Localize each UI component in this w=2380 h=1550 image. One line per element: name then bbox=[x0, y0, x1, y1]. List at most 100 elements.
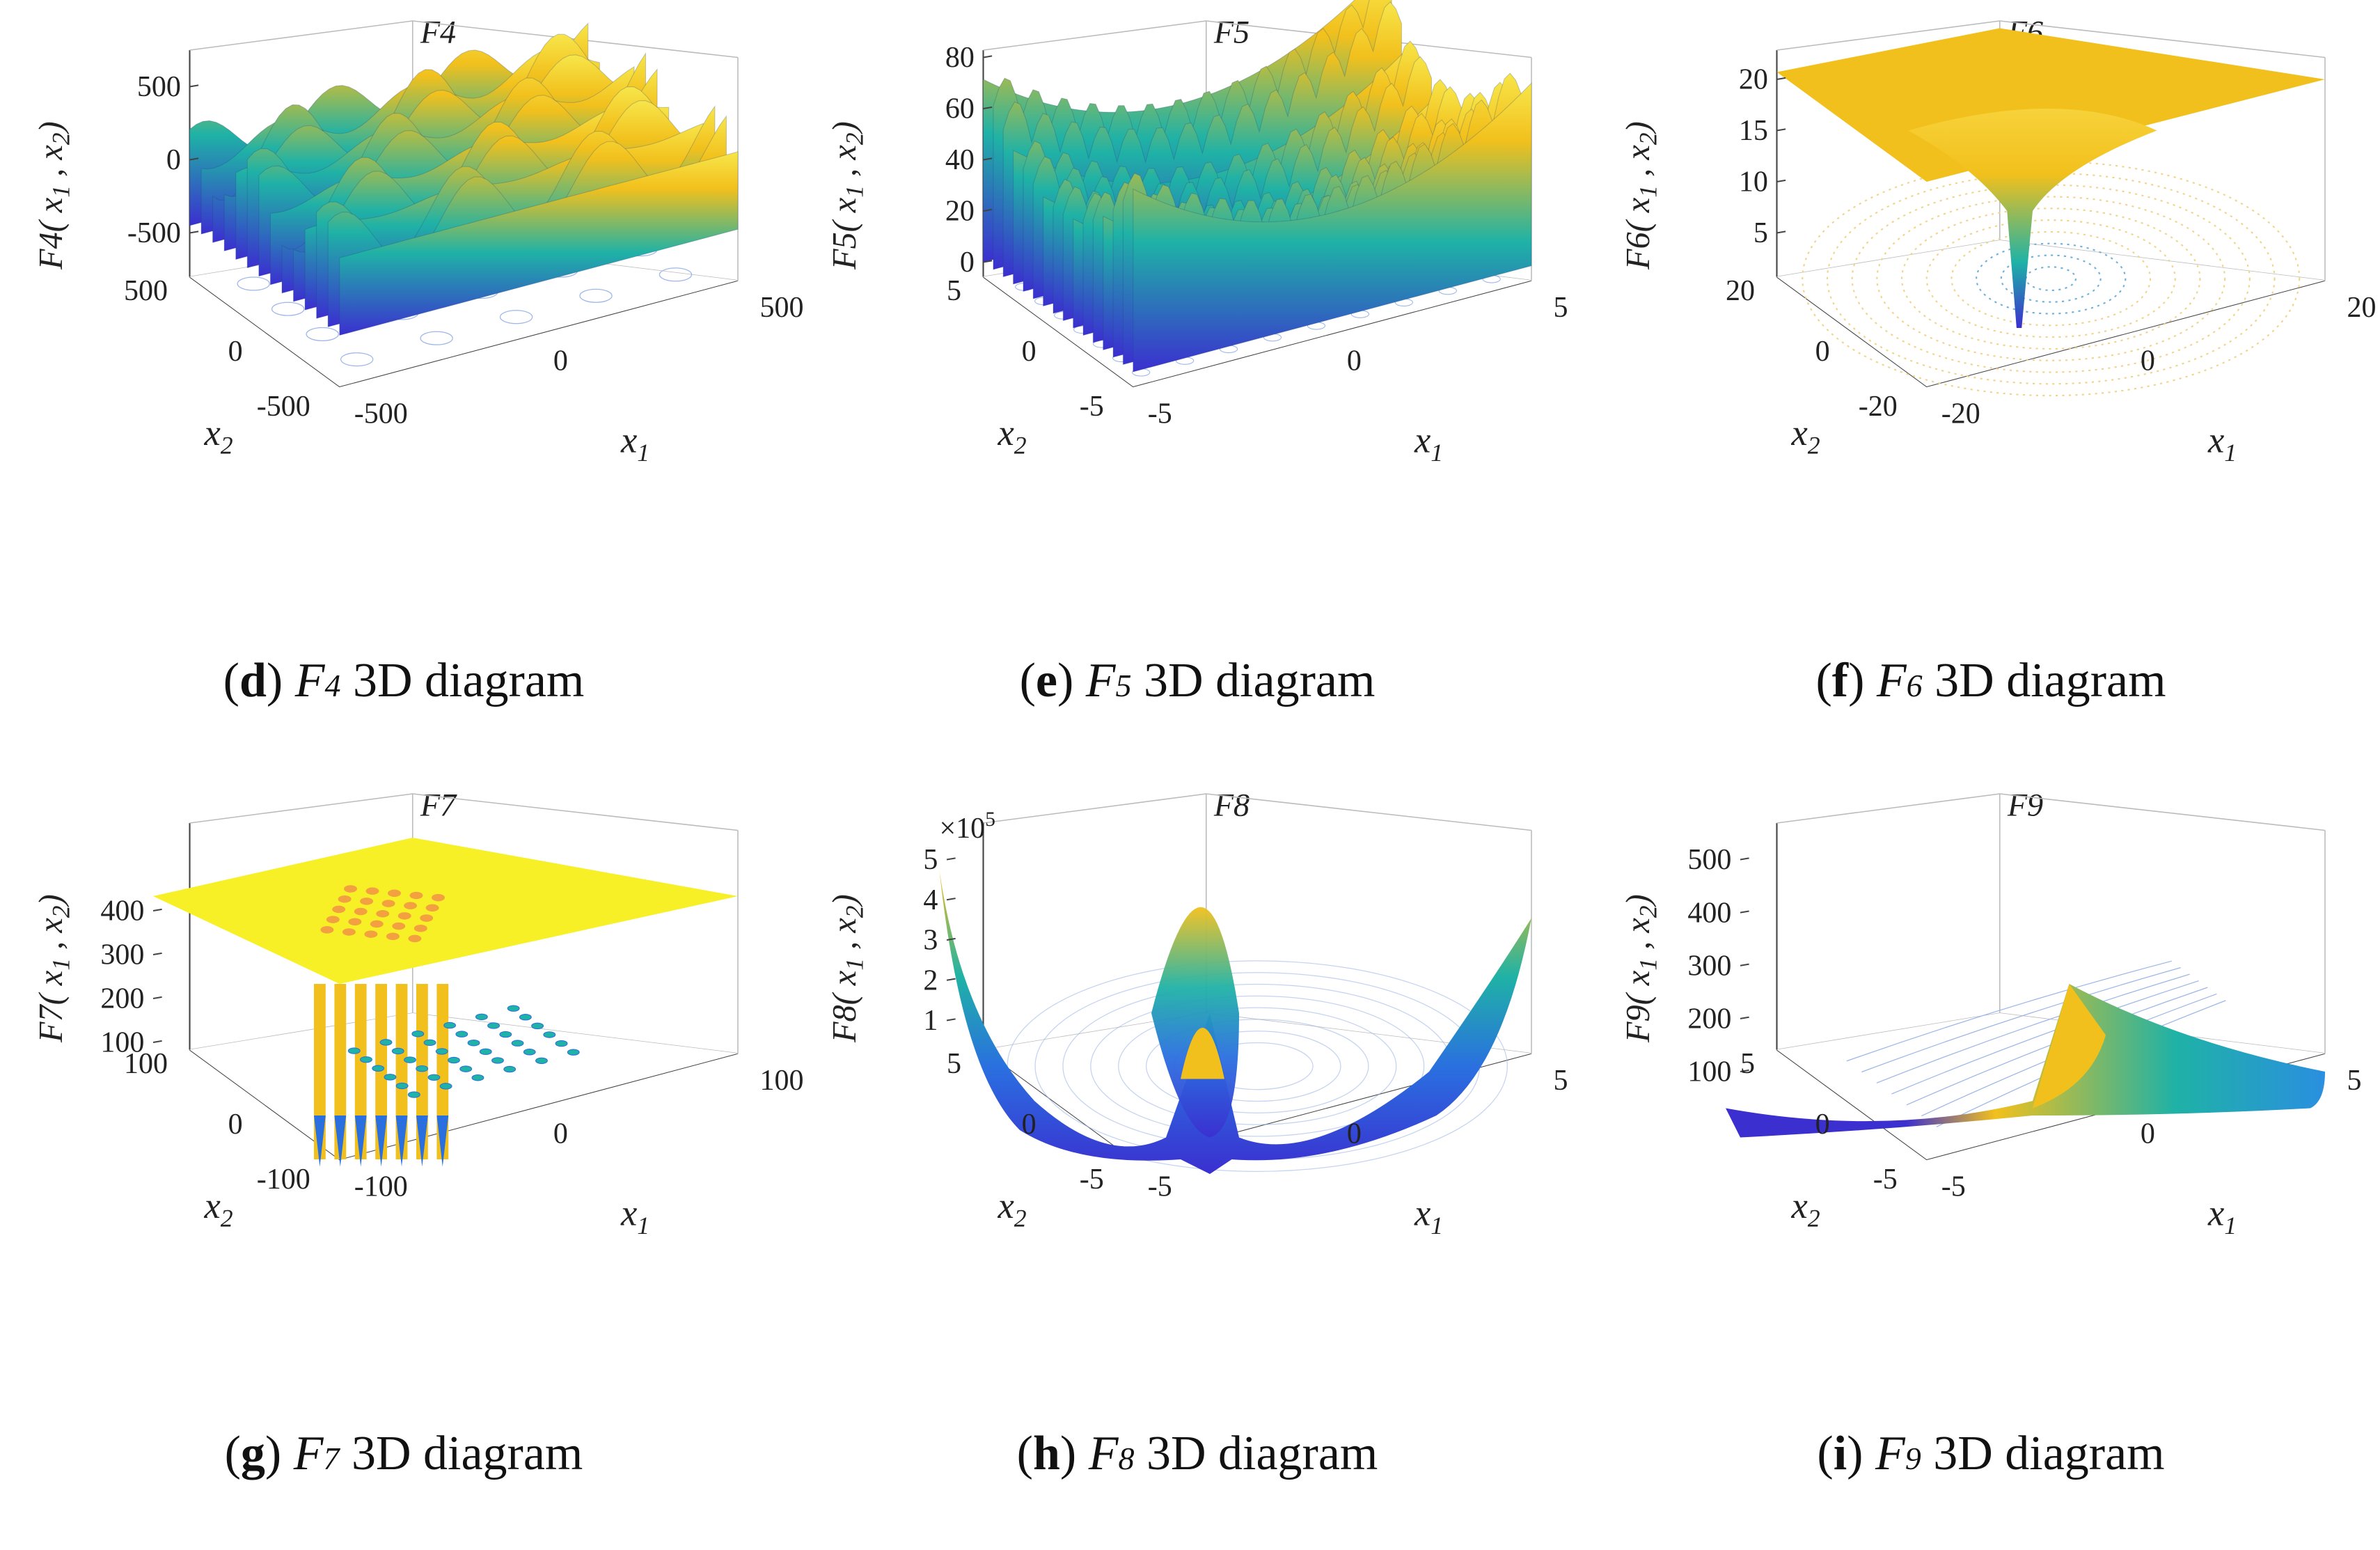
z-tick-label: 5 bbox=[923, 844, 938, 876]
surface-ridge bbox=[1151, 907, 1239, 1138]
contour-dot bbox=[459, 1065, 473, 1072]
z-tick-label: 2 bbox=[923, 964, 938, 996]
y-axis-label: x2 bbox=[1791, 1186, 1820, 1232]
z-tick-label: 300 bbox=[1687, 950, 1731, 982]
surface-funnel bbox=[1908, 109, 2157, 328]
z-tick-mark bbox=[152, 908, 162, 912]
z-tick-mark bbox=[983, 55, 993, 58]
x-tick-label: -20 bbox=[1941, 398, 1980, 430]
y-tick-label: -5 bbox=[1873, 1164, 1898, 1196]
y-axis-label: x2 bbox=[204, 413, 233, 460]
z-tick-mark bbox=[983, 260, 993, 263]
z-tick-mark bbox=[1740, 910, 1749, 914]
y-tick-label: -500 bbox=[257, 391, 310, 423]
contour-line bbox=[1090, 995, 1425, 1137]
z-tick-mark bbox=[946, 857, 956, 861]
x-tick-label: 0 bbox=[553, 1118, 568, 1150]
contour-line bbox=[420, 331, 453, 345]
z-tick-mark bbox=[1740, 963, 1749, 966]
contour-dot bbox=[543, 1031, 556, 1038]
z-tick-label: 100 bbox=[1687, 1056, 1731, 1088]
x-axis-label: x1 bbox=[1414, 421, 1443, 467]
contour-dot bbox=[503, 1065, 517, 1073]
plateau-dimple bbox=[354, 907, 368, 916]
z-tick-mark bbox=[152, 952, 162, 956]
z-tick-label: 15 bbox=[1739, 115, 1768, 147]
contour-line bbox=[499, 310, 533, 324]
plateau-dimple bbox=[413, 924, 427, 932]
y-tick-label: -20 bbox=[1859, 391, 1898, 423]
plateau-dimple bbox=[365, 887, 379, 895]
x-axis-label: x1 bbox=[620, 421, 649, 467]
contour-line bbox=[306, 327, 339, 342]
surface-peak bbox=[2033, 984, 2106, 1109]
y-axis-label: x2 bbox=[204, 1186, 233, 1232]
plateau-dimple bbox=[420, 914, 434, 922]
plateau-dimple bbox=[370, 920, 384, 928]
panel-g: F7 100 200 300 400 F7( x1 , x2) 100 0 -100 -100 0 1… bbox=[33, 788, 804, 1481]
x-tick-label: -5 bbox=[1148, 1171, 1172, 1203]
x-tick-label: 0 bbox=[1347, 345, 1362, 377]
contour-line bbox=[1876, 973, 2190, 1083]
x-tick-label: 500 bbox=[760, 292, 804, 324]
plot-area: F9 100 200 300 400 500 F9( x1 , x2) 5 0 -5 -5 0 5 x2 x… bbox=[1620, 788, 2362, 1240]
spike-tip bbox=[354, 1115, 367, 1167]
floor-plane bbox=[189, 1013, 738, 1159]
y-tick-label: -5 bbox=[1080, 391, 1104, 423]
panel-caption: (g) F7 3D diagram bbox=[225, 1427, 583, 1480]
contour-dot bbox=[475, 1013, 488, 1021]
x-axis-label: x1 bbox=[1414, 1193, 1443, 1240]
z-tick-mark bbox=[946, 898, 956, 901]
z-tick-label: 60 bbox=[945, 93, 975, 125]
panel-caption: (f) F6 3D diagram bbox=[1815, 654, 2166, 707]
panel-title: F7 bbox=[420, 788, 457, 823]
panel-i: F9 100 200 300 400 500 F9( x1 , x2) 5 0 -5 -5 0 5 x2 x… bbox=[1620, 788, 2362, 1481]
contour-dot bbox=[491, 1057, 504, 1064]
surface-strip bbox=[339, 151, 739, 336]
contour-dot bbox=[471, 1074, 484, 1081]
top-edges bbox=[983, 20, 1532, 58]
plateau-dimple bbox=[348, 918, 362, 925]
contour-dot bbox=[535, 1057, 548, 1065]
z-tick-mark bbox=[189, 230, 199, 234]
surface-body bbox=[1726, 984, 2325, 1138]
y-axis-label: x2 bbox=[1791, 413, 1820, 460]
contour-line bbox=[2000, 254, 2102, 303]
contour-line bbox=[1951, 230, 2152, 327]
contour-dot bbox=[507, 1005, 520, 1012]
z-tick-label: 200 bbox=[1687, 1003, 1731, 1035]
z-tick-label: 100 bbox=[100, 1027, 144, 1059]
contour-dot bbox=[423, 1039, 436, 1047]
z-axis-label: F7( x1 , x2) bbox=[33, 894, 75, 1043]
panel-caption: (h) F8 3D diagram bbox=[1017, 1427, 1378, 1480]
z-exponent: ×105 bbox=[940, 808, 995, 845]
z-tick-mark bbox=[1740, 1069, 1749, 1073]
y-tick-label: 0 bbox=[228, 336, 243, 368]
plateau-dimple bbox=[408, 934, 422, 943]
plateau-dimple bbox=[326, 916, 340, 923]
panel-d: F4 -500 0 500 F4( x1 , x2) 500 0 -500 -500 0 500 x2… bbox=[33, 14, 804, 707]
contour-line bbox=[1826, 172, 2276, 385]
plateau-dimple bbox=[364, 930, 378, 938]
x-axis-label: x1 bbox=[2207, 1193, 2237, 1240]
panel-caption: (e) F5 3D diagram bbox=[1020, 654, 1376, 707]
z-tick-mark bbox=[983, 157, 993, 161]
z-tick-label: -500 bbox=[127, 217, 181, 249]
z-tick-mark bbox=[189, 157, 199, 161]
panel-caption: (d) F4 3D diagram bbox=[223, 654, 585, 707]
x-tick-label: 20 bbox=[2347, 292, 2377, 324]
contour-dot bbox=[499, 1031, 512, 1038]
contour-line bbox=[1146, 1019, 1369, 1113]
plateau-dimple bbox=[332, 905, 346, 914]
x-axis-label: x1 bbox=[2207, 421, 2237, 467]
z-tick-label: 500 bbox=[1687, 844, 1731, 876]
y-axis-label: x2 bbox=[998, 413, 1027, 460]
plateau-dimple bbox=[397, 912, 411, 920]
y-tick-label: 0 bbox=[228, 1109, 243, 1141]
top-edges bbox=[1776, 20, 2326, 58]
